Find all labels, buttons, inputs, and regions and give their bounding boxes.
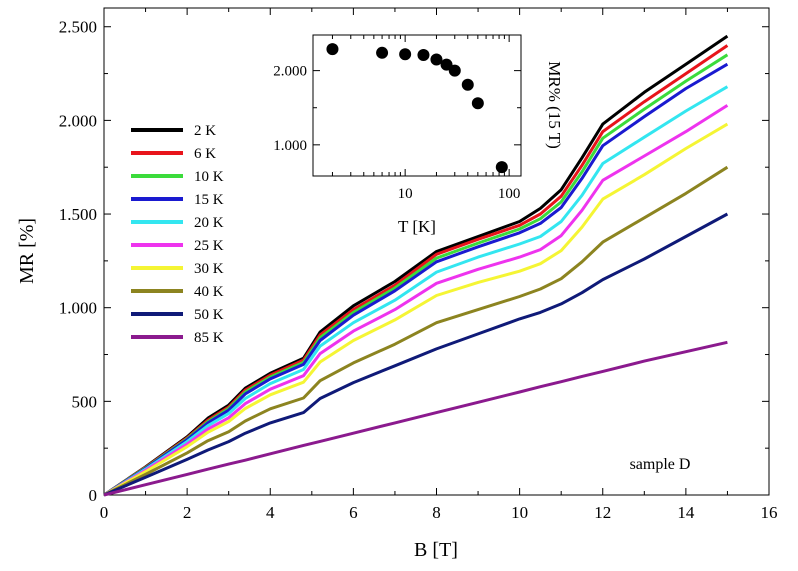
- inset-x-tick-label: 100: [498, 186, 521, 202]
- y-tick-label: 0: [89, 486, 98, 505]
- inset-data-point: [440, 58, 453, 71]
- x-axis-label: B [T]: [414, 539, 458, 561]
- legend: 2 K 6 K 10 K 15 K 20 K 25 K 30 K 40 K 50 K 85 K: [131, 123, 224, 346]
- series-line-25k: [103, 104, 729, 497]
- series-line-2k: [103, 34, 729, 497]
- inset-data-point: [495, 161, 508, 174]
- x-tick-label: 16: [761, 503, 778, 522]
- x-tick-label: 2: [183, 503, 192, 522]
- legend-label: 2 K: [194, 123, 216, 139]
- legend-label: 50 K: [194, 307, 224, 323]
- x-tick-label: 8: [432, 503, 441, 522]
- series-line-15k: [103, 62, 729, 497]
- inset-y-tick-label: 1.000: [273, 138, 307, 154]
- inset-data-point: [399, 48, 412, 61]
- legend-label: 15 K: [194, 192, 224, 208]
- main-ticks: 0 2 4 6 8 10 12 14 16 0 500 1.000 1.500 2.000 2.500: [59, 8, 778, 522]
- inset-data-point: [430, 53, 443, 66]
- y-tick-label: 1.000: [59, 299, 97, 318]
- inset-data-point: [448, 64, 461, 77]
- inset-ticks: 10 100 1.000 2.000: [273, 35, 521, 202]
- x-tick-label: 6: [349, 503, 358, 522]
- x-tick-label: 14: [677, 503, 695, 522]
- legend-label: 85 K: [194, 330, 224, 346]
- x-tick-label: 4: [266, 503, 275, 522]
- inset-points: [326, 43, 508, 174]
- y-tick-label: 500: [72, 392, 98, 411]
- y-tick-label: 2.000: [59, 111, 97, 130]
- inset-y-tick-label: 2.000: [273, 64, 307, 80]
- series-line-30k: [103, 122, 729, 497]
- legend-label: 30 K: [194, 261, 224, 277]
- y-tick-label: 2.500: [59, 18, 97, 37]
- inset-data-point: [417, 49, 430, 62]
- legend-label: 25 K: [194, 238, 224, 254]
- y-axis-label: MR [%]: [16, 218, 38, 284]
- inset-y-axis-label: MR% (15 T): [545, 61, 564, 149]
- inset-data-point: [461, 78, 474, 91]
- inset-data-point: [471, 97, 484, 110]
- inset-data-point: [326, 43, 339, 56]
- series-line-40k: [103, 165, 729, 497]
- legend-label: 20 K: [194, 215, 224, 231]
- inset-x-tick-label: 10: [398, 186, 413, 202]
- x-tick-label: 10: [511, 503, 528, 522]
- inset-x-axis-label: T [K]: [398, 217, 436, 236]
- main-series: [103, 34, 729, 497]
- inset-data-point: [376, 46, 389, 59]
- series-line-50k: [103, 212, 729, 497]
- series-line-20k: [103, 85, 729, 497]
- inset-frame: [312, 34, 522, 177]
- x-tick-label: 0: [100, 503, 109, 522]
- legend-label: 10 K: [194, 169, 224, 185]
- legend-label: 6 K: [194, 146, 216, 162]
- y-tick-label: 1.500: [59, 205, 97, 224]
- series-line-85k: [103, 340, 728, 497]
- legend-label: 40 K: [194, 284, 224, 300]
- x-tick-label: 12: [594, 503, 611, 522]
- annotation-sample: sample D: [630, 456, 691, 473]
